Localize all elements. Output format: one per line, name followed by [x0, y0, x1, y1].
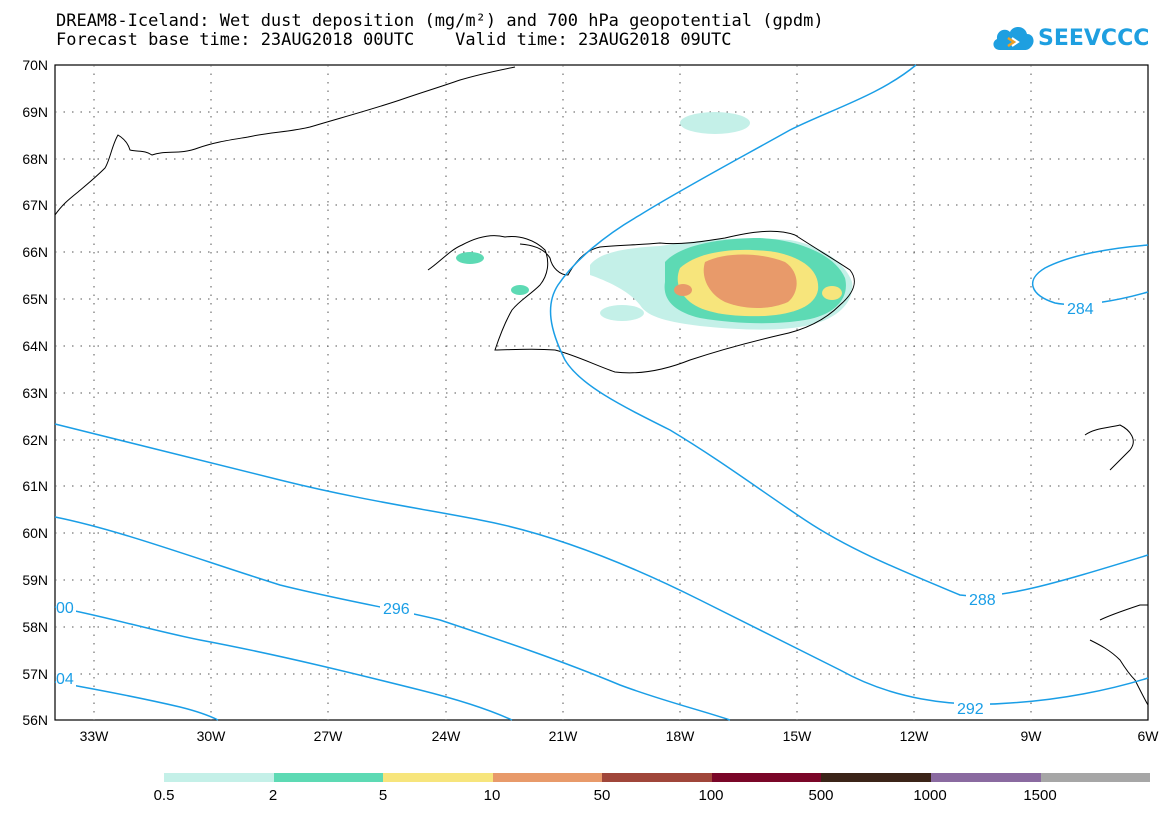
lat-label: 56N: [22, 712, 48, 728]
lon-label: 12W: [900, 728, 930, 744]
legend-label: 5: [378, 787, 388, 804]
contour-line-300: [54, 516, 731, 721]
lon-label: 9W: [1021, 728, 1043, 744]
logo-text: SEEVCCC: [1038, 26, 1150, 51]
contour-line-north: [549, 64, 1149, 597]
lat-label: 64N: [22, 338, 48, 354]
dust-patch-westfjord-2: [511, 285, 529, 295]
lon-label: 30W: [197, 728, 227, 744]
lon-label: 18W: [666, 728, 696, 744]
legend-swatch: [164, 773, 274, 782]
contour-label-288: 288: [969, 592, 996, 609]
legend-swatch: [1040, 773, 1151, 782]
dust-patch-westfjord: [456, 252, 484, 264]
legend-label: 1500: [1023, 787, 1057, 804]
legend-label: 100: [698, 787, 724, 804]
dust-patch-east-yellow: [822, 286, 842, 300]
lon-label: 15W: [783, 728, 813, 744]
legend-swatch: [711, 773, 822, 782]
graticule: [55, 65, 1148, 720]
contour-label-284: 284: [1067, 301, 1094, 318]
legend-swatch: [821, 773, 931, 782]
legend-swatch: [602, 773, 712, 782]
legend-label: 500: [808, 787, 834, 804]
lon-label: 27W: [314, 728, 344, 744]
lat-label: 70N: [22, 57, 48, 73]
color-legend: [164, 773, 1151, 782]
faroe-coast: [1084, 424, 1134, 471]
map-title: DREAM8-Iceland: Wet dust deposition (mg/…: [56, 11, 824, 31]
legend-swatch: [383, 773, 493, 782]
contour-label-300: 00: [56, 600, 74, 617]
dust-patch-north: [680, 112, 750, 134]
contour-label-296: 296: [383, 601, 410, 618]
geopotential-contours: [54, 64, 1149, 721]
lat-label: 62N: [22, 432, 48, 448]
contour-line-308: [54, 681, 219, 721]
lat-label: 66N: [22, 244, 48, 260]
coastlines: [54, 66, 1149, 706]
lon-label: 24W: [432, 728, 462, 744]
dust-patch-west: [600, 305, 644, 321]
lat-label: 68N: [22, 151, 48, 167]
lat-label: 58N: [22, 619, 48, 635]
lat-label: 65N: [22, 291, 48, 307]
contour-label-304: 04: [56, 671, 74, 688]
legend-label: 2: [268, 787, 278, 804]
scotland-coast: [1089, 604, 1149, 706]
legend-swatch: [273, 773, 384, 782]
legend-swatch: [930, 773, 1041, 782]
lon-label: 21W: [549, 728, 579, 744]
cloud-icon: [993, 26, 1034, 50]
legend-label: 0.5: [153, 787, 175, 804]
lat-label: 57N: [22, 666, 48, 682]
lat-label: 59N: [22, 572, 48, 588]
lon-label: 33W: [80, 728, 110, 744]
map-subtitle: Forecast base time: 23AUG2018 00UTC Vali…: [56, 30, 732, 50]
lat-label: 61N: [22, 478, 48, 494]
legend-label: 50: [593, 787, 611, 804]
lat-label: 60N: [22, 525, 48, 541]
contour-line-304: [54, 606, 513, 721]
legend-label: 10: [483, 787, 501, 804]
lat-label: 67N: [22, 197, 48, 213]
legend-swatch: [492, 773, 603, 782]
dust-patch-orange-west: [674, 284, 692, 296]
legend-label: 1000: [913, 787, 947, 804]
dust-patch-orange: [703, 254, 797, 308]
contour-line-296: [54, 423, 1149, 705]
lat-label: 69N: [22, 104, 48, 120]
contour-label-292: 292: [957, 701, 984, 718]
greenland-coast: [54, 66, 516, 216]
seevccc-logo: SEEVCCC: [990, 20, 1150, 60]
dust-deposition-shading: [456, 112, 853, 330]
contour-label-bg: [56, 297, 1102, 717]
iceland-coast: [427, 230, 855, 374]
lon-label: 6W: [1138, 728, 1160, 744]
lat-label: 63N: [22, 385, 48, 401]
